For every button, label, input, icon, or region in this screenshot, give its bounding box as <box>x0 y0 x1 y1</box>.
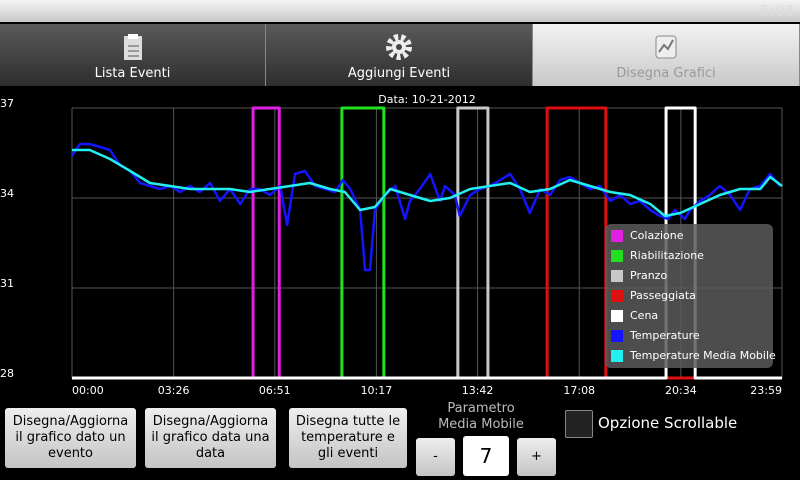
y-tick-label: 37 <box>0 97 14 110</box>
moving-average-value[interactable]: 7 <box>463 436 509 476</box>
legend-label: Passeggiata <box>630 289 696 302</box>
tab-label: Aggiungi Eventi <box>347 66 451 81</box>
legend-swatch <box>611 350 623 362</box>
chart: Data: 10-21-2012 28 31 34 37 00:00 03:26 06:51 1… <box>0 93 783 397</box>
legend-label: Pranzo <box>630 269 667 282</box>
status-bar: 5:03 <box>0 0 800 22</box>
icon <box>123 34 142 60</box>
legend-label: Temperature <box>629 329 700 342</box>
x-tick-label: 10:17 <box>361 384 393 397</box>
x-tick-label: 13:42 <box>462 384 494 397</box>
x-tick-label: 17:08 <box>563 384 595 397</box>
icon <box>655 35 677 59</box>
y-tick-label: 34 <box>0 187 14 200</box>
legend-label: Cena <box>630 309 658 322</box>
x-tick-label: 00:00 <box>72 384 104 397</box>
x-tick-label: 06:51 <box>259 384 291 397</box>
decrement-button[interactable]: - <box>416 438 455 476</box>
tab[interactable]: Lista Eventi <box>0 24 266 86</box>
legend-box <box>605 224 773 368</box>
legend-swatch <box>611 250 623 262</box>
clock: 5:03 <box>760 2 794 20</box>
y-tick-label: 31 <box>0 277 14 290</box>
legend-swatch <box>611 310 623 322</box>
tab-label: Lista Eventi <box>94 66 171 81</box>
icon <box>386 34 412 60</box>
y-tick-label: 28 <box>0 367 14 380</box>
button[interactable]: Disegna/Aggiorna il grafico dato un even… <box>5 408 136 468</box>
checkbox-label: Opzione Scrollable <box>598 414 738 432</box>
x-tick-label: 03:26 <box>158 384 190 397</box>
x-tick-label: 23:59 <box>750 384 782 397</box>
tab[interactable]: Disegna Grafici <box>533 24 800 86</box>
chart-title: Data: 10-21-2012 <box>378 93 475 106</box>
button[interactable]: Disegna tutte le temperature e gli event… <box>289 408 407 468</box>
series-line <box>72 106 782 380</box>
increment-button[interactable]: + <box>517 438 556 476</box>
legend-swatch <box>611 270 623 282</box>
legend-label: Riabilitazione <box>630 249 704 262</box>
tab-label: Disegna Grafici <box>616 66 716 81</box>
moving-average-label: Parametro Media Mobile <box>438 401 524 432</box>
button[interactable]: Disegna/Aggiorna il grafico data una dat… <box>145 408 276 468</box>
x-tick-label: 20:34 <box>665 384 697 397</box>
series-line <box>72 148 783 218</box>
checkbox[interactable] <box>565 410 593 438</box>
legend-swatch <box>611 330 623 342</box>
legend-swatch <box>611 290 623 302</box>
legend-label: Colazione <box>630 229 684 242</box>
legend-swatch <box>611 230 623 242</box>
tab[interactable]: Aggiungi Eventi <box>266 24 533 86</box>
legend-label: Temperature Media Mobile <box>629 349 776 362</box>
